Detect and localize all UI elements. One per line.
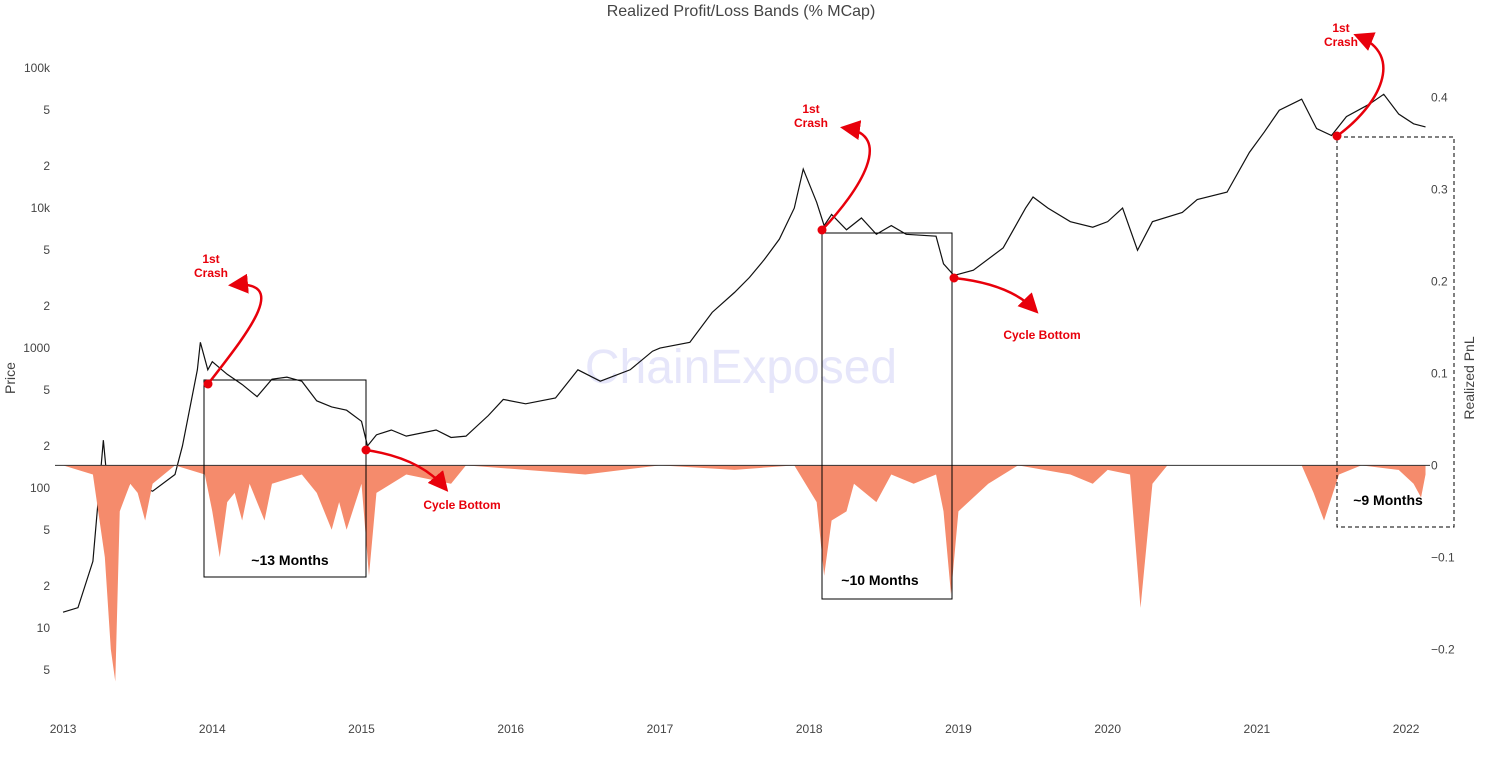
chart-title: Realized Profit/Loss Bands (% MCap) — [607, 3, 876, 20]
y-tick-label: 10k — [31, 201, 51, 215]
period-box — [1336, 136, 1455, 528]
marker — [361, 445, 371, 455]
x-tick-label: 2021 — [1244, 722, 1271, 736]
y-tick-label: 10 — [37, 621, 51, 635]
y2-tick-label: 0 — [1431, 458, 1438, 472]
x-tick-label: 2015 — [348, 722, 375, 736]
marker — [817, 225, 827, 235]
y-axis-label: Price — [2, 362, 18, 394]
arrow — [365, 448, 449, 492]
y-tick-label: 5 — [43, 523, 50, 537]
y-tick-label: 2 — [43, 439, 50, 453]
y-tick-label: 5 — [43, 383, 50, 397]
y-tick-label: 1000 — [23, 341, 50, 355]
arrow — [207, 273, 263, 385]
marker — [1332, 131, 1342, 141]
annotation: 1st — [202, 252, 219, 266]
annotation: ~13 Months — [251, 552, 329, 568]
y2-tick-label: 0.4 — [1431, 90, 1448, 104]
arrow — [821, 120, 872, 231]
y2-axis-label: Realized PnL — [1461, 336, 1477, 419]
x-tick-label: 2014 — [199, 722, 226, 736]
y2-tick-label: 0.2 — [1431, 274, 1448, 288]
annotation: 1st — [802, 102, 819, 116]
y2-tick-label: 0.3 — [1431, 182, 1448, 196]
pnl-area — [63, 465, 1426, 682]
marker — [203, 379, 213, 389]
annotation: ~10 Months — [841, 572, 919, 588]
x-tick-label: 2018 — [796, 722, 823, 736]
y-tick-label: 5 — [43, 663, 50, 677]
x-tick-label: 2017 — [647, 722, 674, 736]
annotation: Crash — [794, 116, 828, 130]
annotation: Cycle Bottom — [423, 498, 500, 512]
watermark: ChainExposed — [585, 341, 897, 394]
x-tick-label: 2013 — [50, 722, 77, 736]
marker — [949, 273, 959, 283]
y2-tick-label: 0.1 — [1431, 366, 1448, 380]
annotation: ~9 Months — [1353, 492, 1423, 508]
annotation: Cycle Bottom — [1003, 328, 1080, 342]
y-tick-label: 2 — [43, 579, 50, 593]
y2-tick-label: −0.2 — [1431, 642, 1455, 656]
annotations — [203, 32, 1455, 600]
price-line — [62, 93, 1426, 613]
y-tick-label: 5 — [43, 103, 50, 117]
annotation: Crash — [1324, 35, 1358, 49]
x-tick-label: 2022 — [1393, 722, 1420, 736]
annotation: 1st — [1332, 21, 1349, 35]
plot-area: 2013 2014 2015 2016 2017 2018 2019 2020 2021 2022… — [23, 61, 1455, 736]
y-tick-label: 2 — [43, 159, 50, 173]
x-tick-label: 2020 — [1094, 722, 1121, 736]
x-tick-label: 2019 — [945, 722, 972, 736]
arrow — [1336, 32, 1385, 138]
period-box — [203, 379, 367, 578]
y2-tick-label: −0.1 — [1431, 550, 1455, 564]
y-tick-label: 100 — [30, 481, 50, 495]
period-box — [821, 232, 953, 600]
y-tick-label: 2 — [43, 299, 50, 313]
arrow — [953, 276, 1039, 314]
annotation: Crash — [194, 266, 228, 280]
x-tick-label: 2016 — [497, 722, 524, 736]
y-tick-label: 100k — [24, 61, 51, 75]
y-tick-label: 5 — [43, 243, 50, 257]
